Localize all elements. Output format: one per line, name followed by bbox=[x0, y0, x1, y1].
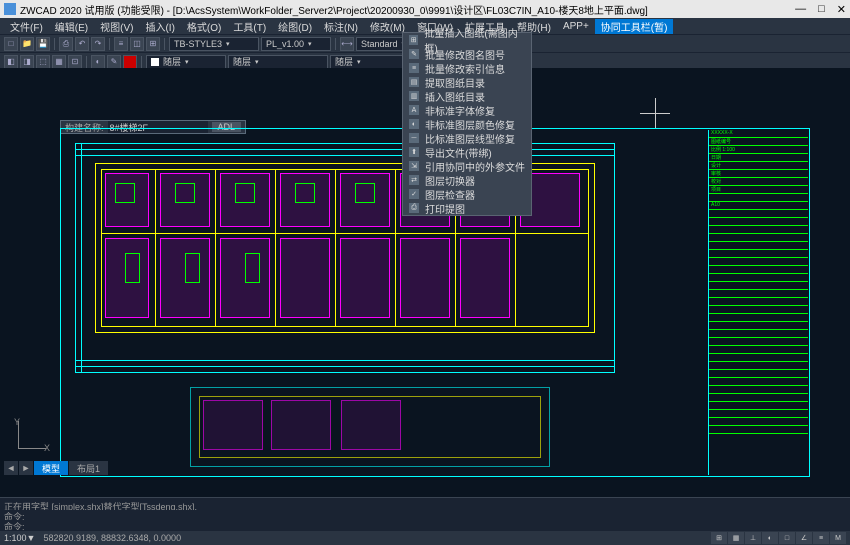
insert-toc-icon: ▥ bbox=[409, 91, 419, 101]
color-icon: ◐ bbox=[409, 119, 419, 129]
print-icon[interactable]: ⎙ bbox=[59, 37, 73, 51]
tool-b-icon[interactable]: ◨ bbox=[20, 55, 34, 69]
maximize-button[interactable]: □ bbox=[818, 3, 825, 16]
export-icon: ⬆ bbox=[409, 147, 419, 157]
redo-icon[interactable]: ↷ bbox=[91, 37, 105, 51]
grid-icon[interactable]: ⊞ bbox=[146, 37, 160, 51]
cmd-history-1: 命令: bbox=[4, 510, 846, 520]
cmd-history-0: 正在用字型 [simplex.shx]替代字型[Tssdeng.shx]. bbox=[4, 500, 846, 510]
menu-file[interactable]: 文件(F) bbox=[4, 19, 49, 34]
model-button[interactable]: M bbox=[830, 532, 846, 544]
lwt-button[interactable]: ≡ bbox=[813, 532, 829, 544]
layout1-tab[interactable]: 布局1 bbox=[69, 461, 108, 475]
color-dropdown[interactable]: 随层 bbox=[146, 55, 226, 69]
menu-item-layer-switch[interactable]: ⇄图层切换器 bbox=[403, 173, 531, 187]
menu-item-ltype-fix[interactable]: ─比标准图层线型修复 bbox=[403, 131, 531, 145]
otrack-button[interactable]: ∠ bbox=[796, 532, 812, 544]
index-icon: ≡ bbox=[409, 63, 419, 73]
tool-e-icon[interactable]: ⊡ bbox=[68, 55, 82, 69]
menu-item-xref[interactable]: ⇲引用协同中的外参文件 bbox=[403, 159, 531, 173]
menu-dim[interactable]: 标注(N) bbox=[318, 19, 364, 34]
snap-button[interactable]: ⊞ bbox=[711, 532, 727, 544]
menu-item-batch-insert[interactable]: ⊞批量插入图纸(需图内框) bbox=[403, 33, 531, 47]
layer-icon[interactable]: ≡ bbox=[114, 37, 128, 51]
osnap-button[interactable]: □ bbox=[779, 532, 795, 544]
model-tab[interactable]: 模型 bbox=[34, 461, 68, 475]
tool-c-icon[interactable]: ⬚ bbox=[36, 55, 50, 69]
layer-switch-icon: ⇄ bbox=[409, 175, 419, 185]
ltype-icon: ─ bbox=[409, 133, 419, 143]
ortho-button[interactable]: ⊥ bbox=[745, 532, 761, 544]
tool-d-icon[interactable]: ▦ bbox=[52, 55, 66, 69]
menu-item-extract-toc[interactable]: ▤提取图纸目录 bbox=[403, 75, 531, 89]
linetype-dropdown[interactable]: 随层 bbox=[228, 55, 328, 69]
undo-icon[interactable]: ↶ bbox=[75, 37, 89, 51]
scale-dropdown[interactable]: PL_v1.00 bbox=[261, 37, 331, 51]
status-buttons: ⊞ ▦ ⊥ ◐ □ ∠ ≡ M bbox=[711, 532, 846, 544]
tab-prev-button[interactable]: ◄ bbox=[4, 461, 18, 475]
xref-icon: ⇲ bbox=[409, 161, 419, 171]
dim-icon[interactable]: ⟷ bbox=[340, 37, 354, 51]
statusbar: 1:100▼ 582820.9189, 88832.6348, 0.0000 ⊞… bbox=[0, 531, 850, 545]
menu-item-color-fix[interactable]: ◐非标准图层颜色修复 bbox=[403, 117, 531, 131]
cursor-crosshair bbox=[640, 98, 670, 128]
block-icon[interactable]: ◫ bbox=[130, 37, 144, 51]
new-icon[interactable]: □ bbox=[4, 37, 18, 51]
rename-icon: ✎ bbox=[409, 49, 419, 59]
menu-view[interactable]: 视图(V) bbox=[94, 19, 139, 34]
window-controls: — □ ✕ bbox=[795, 3, 846, 16]
print-icon: ⎙ bbox=[409, 203, 419, 213]
menu-draw[interactable]: 绘图(D) bbox=[272, 19, 318, 34]
collab-dropdown-menu: ⊞批量插入图纸(需图内框) ✎批量修改图名图号 ≡批量修改索引信息 ▤提取图纸目… bbox=[402, 32, 532, 216]
open-icon[interactable]: 📁 bbox=[20, 37, 34, 51]
tool-f-icon[interactable]: ◐ bbox=[91, 55, 105, 69]
menu-app[interactable]: APP+ bbox=[557, 21, 595, 32]
lineweight-dropdown[interactable]: 随层 bbox=[330, 55, 410, 69]
menu-item-layer-check[interactable]: ✓图层检查器 bbox=[403, 187, 531, 201]
menu-tools[interactable]: 工具(T) bbox=[227, 19, 272, 34]
layout-tabs: ◄ ► 模型 布局1 bbox=[0, 461, 112, 475]
menu-collab[interactable]: 协同工具栏(暂) bbox=[595, 19, 674, 34]
scale-display[interactable]: 1:100▼ bbox=[4, 533, 35, 543]
font-icon: A bbox=[409, 105, 419, 115]
menu-edit[interactable]: 编辑(E) bbox=[49, 19, 94, 34]
layer-dropdown[interactable]: TB-STYLE3 bbox=[169, 37, 259, 51]
menu-item-font-fix[interactable]: A非标准字体修复 bbox=[403, 103, 531, 117]
polar-button[interactable]: ◐ bbox=[762, 532, 778, 544]
close-button[interactable]: ✕ bbox=[837, 3, 846, 16]
floor-plan bbox=[75, 143, 615, 373]
menu-format[interactable]: 格式(O) bbox=[181, 19, 227, 34]
grid-button[interactable]: ▦ bbox=[728, 532, 744, 544]
window-title: ZWCAD 2020 试用版 (功能受限) - [D:\AcsSystem\Wo… bbox=[20, 2, 795, 17]
titlebar: ZWCAD 2020 试用版 (功能受限) - [D:\AcsSystem\Wo… bbox=[0, 0, 850, 18]
insert-icon: ⊞ bbox=[409, 35, 418, 45]
cmd-history-2: 命令: bbox=[4, 520, 846, 530]
secondary-plan bbox=[190, 387, 550, 467]
title-block: XXXXX-X图纸编号比例 1:100日期设计审核校对项目A10 bbox=[708, 130, 808, 475]
save-icon[interactable]: 💾 bbox=[36, 37, 50, 51]
menu-item-export[interactable]: ⬆导出文件(带绑) bbox=[403, 145, 531, 159]
tool-a-icon[interactable]: ◧ bbox=[4, 55, 18, 69]
ucs-icon: Y X bbox=[10, 417, 50, 457]
coords-display: 582820.9189, 88832.6348, 0.0000 bbox=[43, 533, 181, 543]
tool-g-icon[interactable]: ✎ bbox=[107, 55, 121, 69]
check-icon: ✓ bbox=[409, 189, 419, 199]
app-icon bbox=[4, 3, 16, 15]
menu-insert[interactable]: 插入(I) bbox=[139, 19, 180, 34]
minimize-button[interactable]: — bbox=[795, 3, 806, 16]
menu-item-batch-index[interactable]: ≡批量修改索引信息 bbox=[403, 61, 531, 75]
extract-icon: ▤ bbox=[409, 77, 419, 87]
tab-next-button[interactable]: ► bbox=[19, 461, 33, 475]
menu-item-insert-toc[interactable]: ▥插入图纸目录 bbox=[403, 89, 531, 103]
menu-item-print[interactable]: ⎙打印提图 bbox=[403, 201, 531, 215]
color-swatch[interactable] bbox=[123, 55, 137, 69]
